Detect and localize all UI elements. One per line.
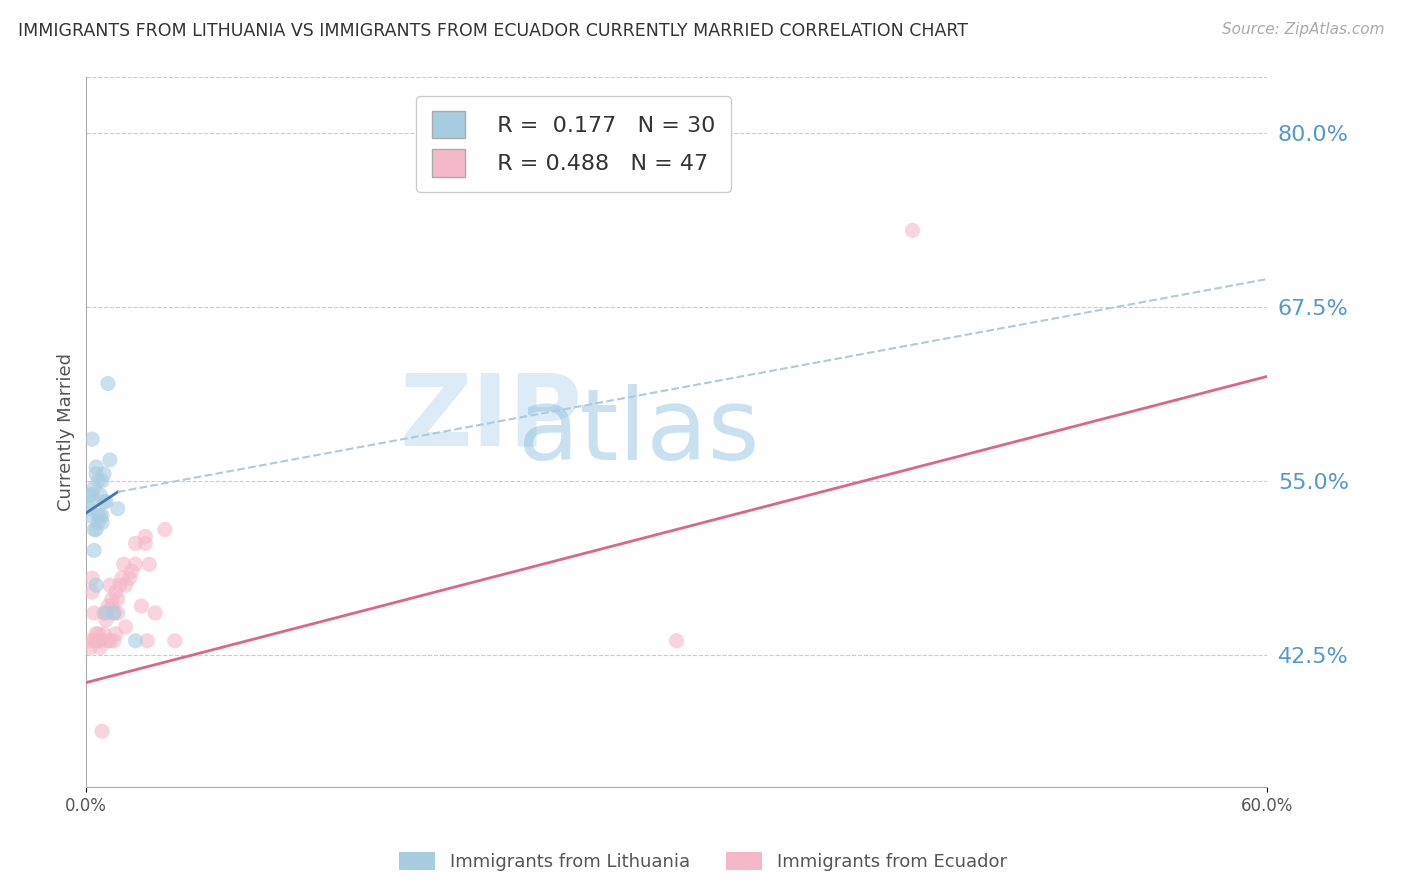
Point [153, 523, 176, 537]
Text: ZIP: ZIP [399, 369, 582, 467]
Point [103, 606, 125, 620]
Point [98, 633, 121, 648]
Point [82, 488, 104, 502]
Point [87, 474, 110, 488]
Point [89, 640, 111, 655]
Point [124, 633, 146, 648]
Point [111, 571, 134, 585]
Point [97, 376, 120, 391]
Point [91, 516, 114, 530]
Point [93, 494, 115, 508]
Point [84, 627, 107, 641]
Point [104, 627, 127, 641]
Point [121, 564, 143, 578]
Point [82, 432, 104, 446]
Point [665, 633, 688, 648]
Point [84, 578, 107, 592]
Point [114, 578, 136, 592]
Point [93, 627, 115, 641]
Point [163, 633, 186, 648]
Point [94, 494, 117, 508]
Point [89, 633, 111, 648]
Point [103, 606, 125, 620]
Point [108, 578, 131, 592]
Point [112, 558, 135, 572]
Point [84, 523, 107, 537]
Y-axis label: Currently Married: Currently Married [58, 353, 75, 511]
Point [87, 508, 110, 523]
Point [77, 508, 100, 523]
Point [98, 453, 121, 467]
Point [101, 599, 124, 613]
Point [131, 599, 153, 613]
Point [79, 488, 101, 502]
Point [82, 571, 104, 585]
Point [84, 467, 107, 481]
Point [97, 599, 120, 613]
Text: Source: ZipAtlas.com: Source: ZipAtlas.com [1222, 22, 1385, 37]
Point [83, 606, 105, 620]
Point [138, 558, 160, 572]
Point [79, 640, 101, 655]
Legend: Immigrants from Lithuania, Immigrants from Ecuador: Immigrants from Lithuania, Immigrants fr… [392, 845, 1014, 879]
Point [87, 633, 110, 648]
Point [136, 633, 159, 648]
Point [98, 578, 121, 592]
Point [93, 467, 115, 481]
Point [77, 633, 100, 648]
Point [83, 481, 105, 495]
Point [87, 627, 110, 641]
Legend:   R =  0.177   N = 30,   R = 0.488   N = 47: R = 0.177 N = 30, R = 0.488 N = 47 [416, 95, 731, 192]
Point [83, 543, 105, 558]
Point [134, 529, 156, 543]
Point [107, 606, 129, 620]
Point [104, 585, 127, 599]
Text: IMMIGRANTS FROM LITHUANIA VS IMMIGRANTS FROM ECUADOR CURRENTLY MARRIED CORRELATI: IMMIGRANTS FROM LITHUANIA VS IMMIGRANTS … [18, 22, 969, 40]
Point [901, 223, 924, 237]
Point [101, 592, 124, 607]
Point [84, 459, 107, 474]
Point [107, 501, 129, 516]
Point [94, 613, 117, 627]
Point [134, 536, 156, 550]
Point [103, 633, 125, 648]
Point [107, 592, 129, 607]
Point [82, 494, 104, 508]
Point [89, 508, 111, 523]
Point [97, 633, 120, 648]
Point [83, 633, 105, 648]
Point [91, 724, 114, 739]
Point [89, 488, 111, 502]
Point [79, 501, 101, 516]
Point [84, 633, 107, 648]
Point [114, 620, 136, 634]
Point [83, 523, 105, 537]
Point [87, 516, 110, 530]
Point [124, 558, 146, 572]
Text: atlas: atlas [517, 384, 759, 481]
Point [91, 474, 114, 488]
Point [118, 571, 141, 585]
Point [143, 606, 166, 620]
Point [82, 585, 104, 599]
Point [124, 536, 146, 550]
Point [94, 606, 117, 620]
Point [93, 606, 115, 620]
Point [91, 508, 114, 523]
